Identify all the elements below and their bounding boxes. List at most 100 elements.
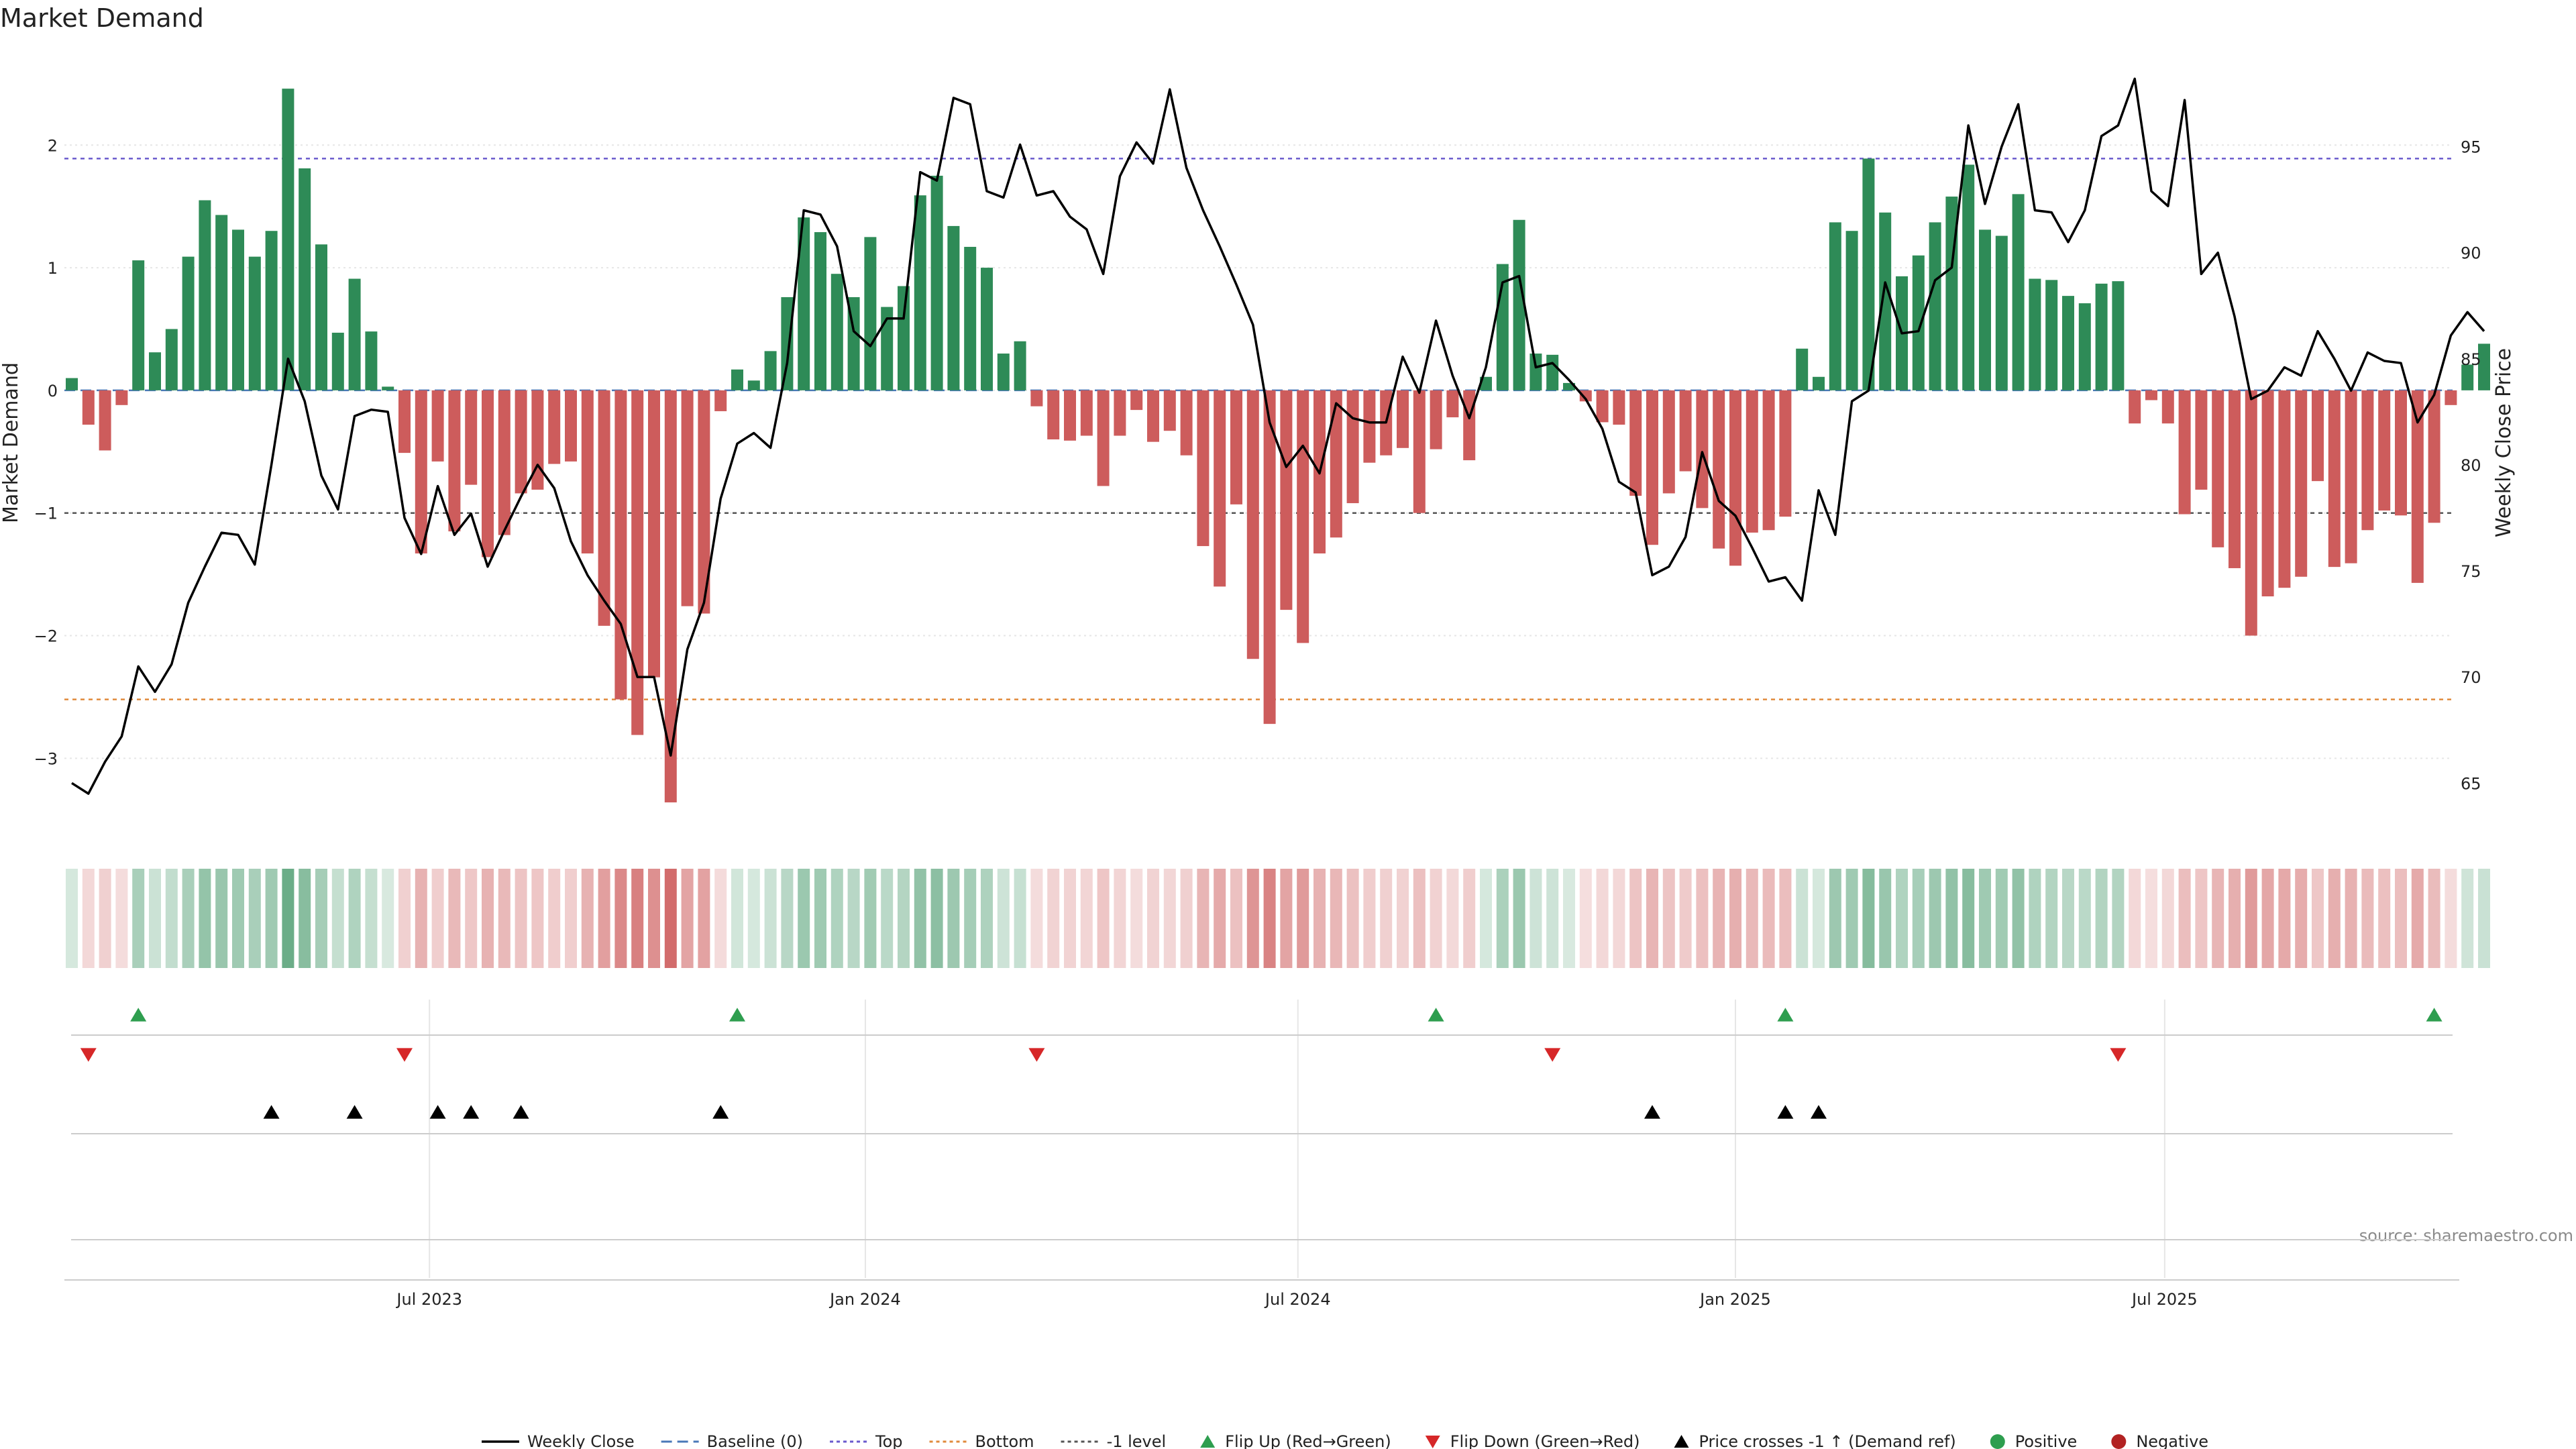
heat-cell [382,869,394,968]
y-axis-ticks: 2 1 0 −1 −2 −3 [34,136,58,768]
heat-cell [1230,869,1242,968]
legend-entry: Bottom [929,1432,1034,1449]
heat-cell [864,869,877,968]
price-cross-marker [263,1105,280,1119]
y-tick-label: 0 [48,382,58,400]
demand-bar [2295,390,2308,577]
demand-bar [2245,390,2257,636]
demand-bar [1862,158,1875,390]
y2-tick-label: 70 [2461,668,2481,687]
demand-bar [1114,390,1126,436]
event-markers [71,1008,2453,1240]
heat-cell [1513,869,1525,968]
heat-cell [165,869,178,968]
y2-axis-ticks: 95 90 85 80 75 70 65 [2461,138,2481,794]
heat-cell [1430,869,1442,968]
demand-bar [1563,382,1575,390]
heat-cell [1313,869,1326,968]
demand-bar [930,175,943,390]
heat-cell [2478,869,2490,968]
heat-cell [1080,869,1093,968]
heat-cell [1912,869,1925,968]
demand-bar [2095,283,2108,390]
demand-bar [182,256,195,390]
heat-cell [881,869,894,968]
legend-label: Bottom [975,1432,1034,1449]
heat-cell [315,869,327,968]
demand-bar [331,332,344,390]
heat-cell [2245,869,2257,968]
demand-bar [248,256,261,390]
demand-bar [232,229,244,390]
heat-cell [2129,869,2141,968]
heat-cell [2328,869,2341,968]
demand-bar [1030,390,1043,407]
demand-bar [1463,390,1476,461]
demand-bar [99,390,111,451]
heat-cell [930,869,943,968]
heat-cell [1180,869,1193,968]
heat-cell [2095,869,2108,968]
legend-label: Flip Down (Green→Red) [1450,1432,1640,1449]
demand-bar [2478,343,2490,390]
demand-bar [631,390,644,735]
heat-cell [1114,869,1126,968]
heat-cell [2261,869,2274,968]
heat-cell [1346,869,1359,968]
source-note: source: sharemaestro.com [2359,1226,2573,1245]
heat-cell [1995,869,2008,968]
demand-bar [798,217,810,390]
heat-cell [2029,869,2041,968]
demand-bar [964,246,977,390]
demand-bar [2411,390,2424,583]
heat-cell [1014,869,1026,968]
heat-cell [2145,869,2157,968]
flip-up-marker [130,1008,147,1022]
heat-cell [1813,869,1825,968]
heat-cell [1380,869,1393,968]
demand-bar [1845,231,1858,390]
heat-cell [781,869,794,968]
demand-bar [814,232,826,390]
demand-bar [898,286,910,390]
demand-bar [1579,390,1592,402]
heat-cell [1297,869,1309,968]
demand-bar [199,200,211,390]
demand-bar [881,307,894,390]
demand-bar [2395,390,2407,516]
heat-cell [531,869,544,968]
y2-tick-label: 75 [2461,562,2481,581]
demand-bar [2112,281,2125,390]
legend-label: Negative [2136,1432,2208,1449]
heat-cell [2161,869,2174,968]
demand-bar [830,274,843,390]
heat-cell [1047,869,1060,968]
x-axis: Jul 2023 Jan 2024 Jul 2024 Jan 2025 Jul 2025 [64,1279,2459,1309]
demand-bar [282,89,294,390]
demand-bar [1979,229,1991,390]
flip-up-marker [729,1008,745,1022]
heat-cell [1896,869,1908,968]
legend-label: Top [875,1432,903,1449]
heat-cell [1662,869,1675,968]
price-cross-marker [429,1105,446,1119]
demand-bar [1263,390,1276,724]
demand-bar [764,351,777,390]
heat-cell [82,869,95,968]
demand-bar [299,168,311,390]
demand-bar [714,390,727,411]
heat-cell [2229,869,2241,968]
demand-bar [2361,390,2374,531]
y2-tick-label: 80 [2461,456,2481,475]
demand-bar [398,390,411,453]
demand-bar [1995,235,2008,390]
flip-up-marker [1777,1008,1794,1022]
heat-cell [1463,869,1476,968]
demand-bar [2045,280,2058,390]
y-tick-label: −3 [34,749,58,768]
demand-bar [1646,390,1658,545]
demand-bar [2161,390,2174,424]
heat-cell [2062,869,2074,968]
heat-cell [1629,869,1642,968]
